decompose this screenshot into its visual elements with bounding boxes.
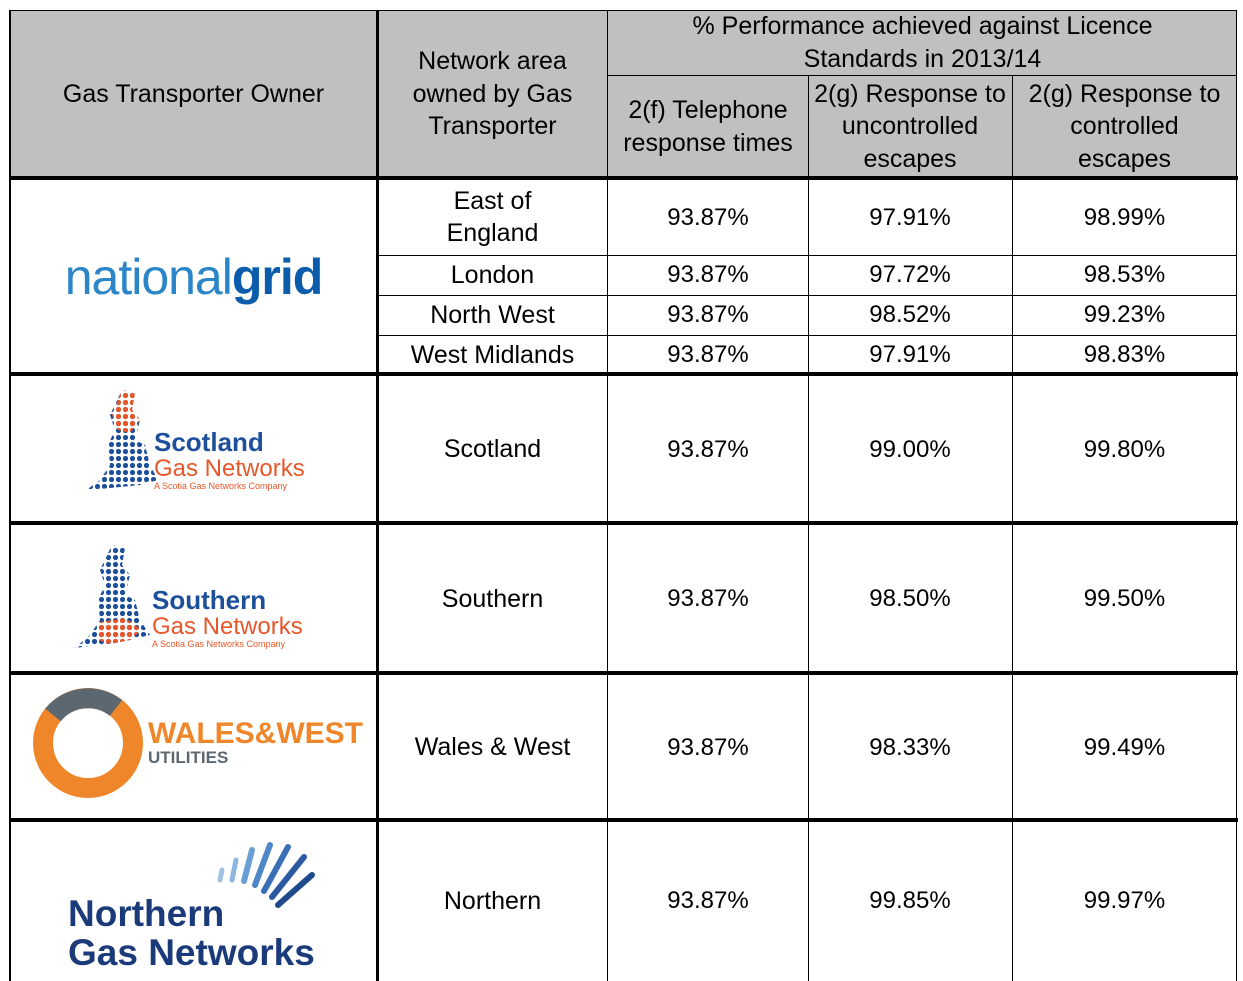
logo-stripes [217, 842, 315, 908]
value-cell: 93.87% [667, 261, 749, 289]
header-performance: % Performance achieved against Licence S… [692, 12, 1153, 73]
value-cell: 98.99% [1083, 203, 1166, 231]
value-cell: 99.50% [1083, 585, 1166, 613]
logo-text: Gas Networks [154, 455, 305, 483]
border [808, 75, 809, 981]
value-cell: 98.53% [1083, 261, 1166, 289]
logo-text: WALES&WEST [148, 717, 363, 750]
header-background [10, 10, 1237, 178]
value-cell: 93.87% [667, 341, 749, 369]
value-cell: 93.87% [667, 887, 749, 915]
value-cell: 97.72% [869, 261, 951, 289]
border [608, 75, 1237, 76]
logo-northern: Northern Gas Networks [60, 835, 320, 975]
value-cell: 98.83% [1083, 341, 1166, 369]
border-thick [10, 521, 1238, 525]
value-cell: 98.50% [869, 585, 951, 613]
border-thick [10, 818, 1238, 822]
value-cell: 99.49% [1083, 733, 1166, 761]
border-thick [10, 671, 1238, 675]
border [377, 255, 1237, 256]
header-column: 2(g) Response to uncontrolled escapes [814, 79, 1006, 173]
value-cell: 99.85% [869, 887, 951, 915]
logo-national-grid: national grid [10, 180, 377, 373]
value-cell: 98.33% [869, 733, 951, 761]
value-cell: 93.87% [667, 301, 749, 329]
header-area: Network area owned by Gas Transporter [412, 47, 573, 141]
header-column: 2(g) Response to controlled escapes [1028, 79, 1221, 173]
value-cell: 93.87% [667, 733, 749, 761]
logo-text: grid [231, 248, 323, 305]
border [377, 295, 1237, 296]
border [9, 10, 11, 981]
value-cell: 97.91% [869, 341, 951, 369]
logo-text: UTILITIES [148, 748, 229, 767]
area-cell: East of England [446, 187, 539, 247]
border [10, 10, 1237, 11]
logo-text: Northern [68, 893, 225, 934]
area-cell: Southern [441, 584, 544, 613]
logo-text: Gas Networks [68, 931, 315, 973]
border-thick [10, 372, 1238, 376]
area-cell: West Midlands [410, 340, 575, 369]
logo-text-block: Scotland Gas Networks A Scotia Gas Netwo… [154, 427, 305, 491]
logo-text-block: Northern Gas Networks [68, 893, 315, 973]
value-cell: 99.23% [1083, 301, 1166, 329]
logo-text: national [64, 248, 233, 305]
logo-text-block: WALES&WEST UTILITIES [148, 717, 363, 767]
value-cell: 99.80% [1083, 435, 1166, 463]
border [376, 10, 379, 981]
area-cell: London [450, 260, 535, 289]
logo-text: Scotland [154, 427, 264, 458]
logo-text: Southern [152, 585, 267, 616]
value-cell: 99.97% [1083, 887, 1166, 915]
logo-text: A Scotia Gas Networks Company [154, 480, 288, 491]
border-thick [10, 176, 1238, 180]
header-column: 2(f) Telephone response times [623, 96, 793, 157]
logo-text: A Scotia Gas Networks Company [152, 638, 286, 649]
logo-text-block: Southern Gas Networks A Scotia Gas Netwo… [152, 585, 303, 649]
logo-ring [33, 687, 143, 798]
logo-southern: Southern Gas Networks A Scotia Gas Netwo… [70, 540, 310, 652]
logo-map [75, 545, 150, 648]
header-owner: Gas Transporter Owner [62, 79, 325, 108]
value-cell: 98.52% [869, 301, 951, 329]
border [1236, 10, 1237, 981]
border [377, 335, 1237, 336]
area-cell: Scotland [443, 435, 542, 464]
border [1012, 75, 1013, 981]
value-cell: 93.87% [667, 435, 749, 463]
logo-text: Gas Networks [152, 613, 303, 641]
value-cell: 97.91% [869, 203, 951, 231]
logo-scotland: Scotland Gas Networks A Scotia Gas Netwo… [80, 385, 310, 495]
value-cell: 93.87% [667, 203, 749, 231]
area-cell: Northern [443, 886, 542, 915]
area-cell: North West [430, 300, 555, 329]
value-cell: 99.00% [869, 435, 951, 463]
logo-map [85, 390, 158, 491]
value-cell: 93.87% [667, 585, 749, 613]
border [607, 10, 608, 981]
logo-wales-west: WALES&WEST UTILITIES [28, 680, 373, 805]
area-cell: Wales & West [414, 733, 571, 762]
